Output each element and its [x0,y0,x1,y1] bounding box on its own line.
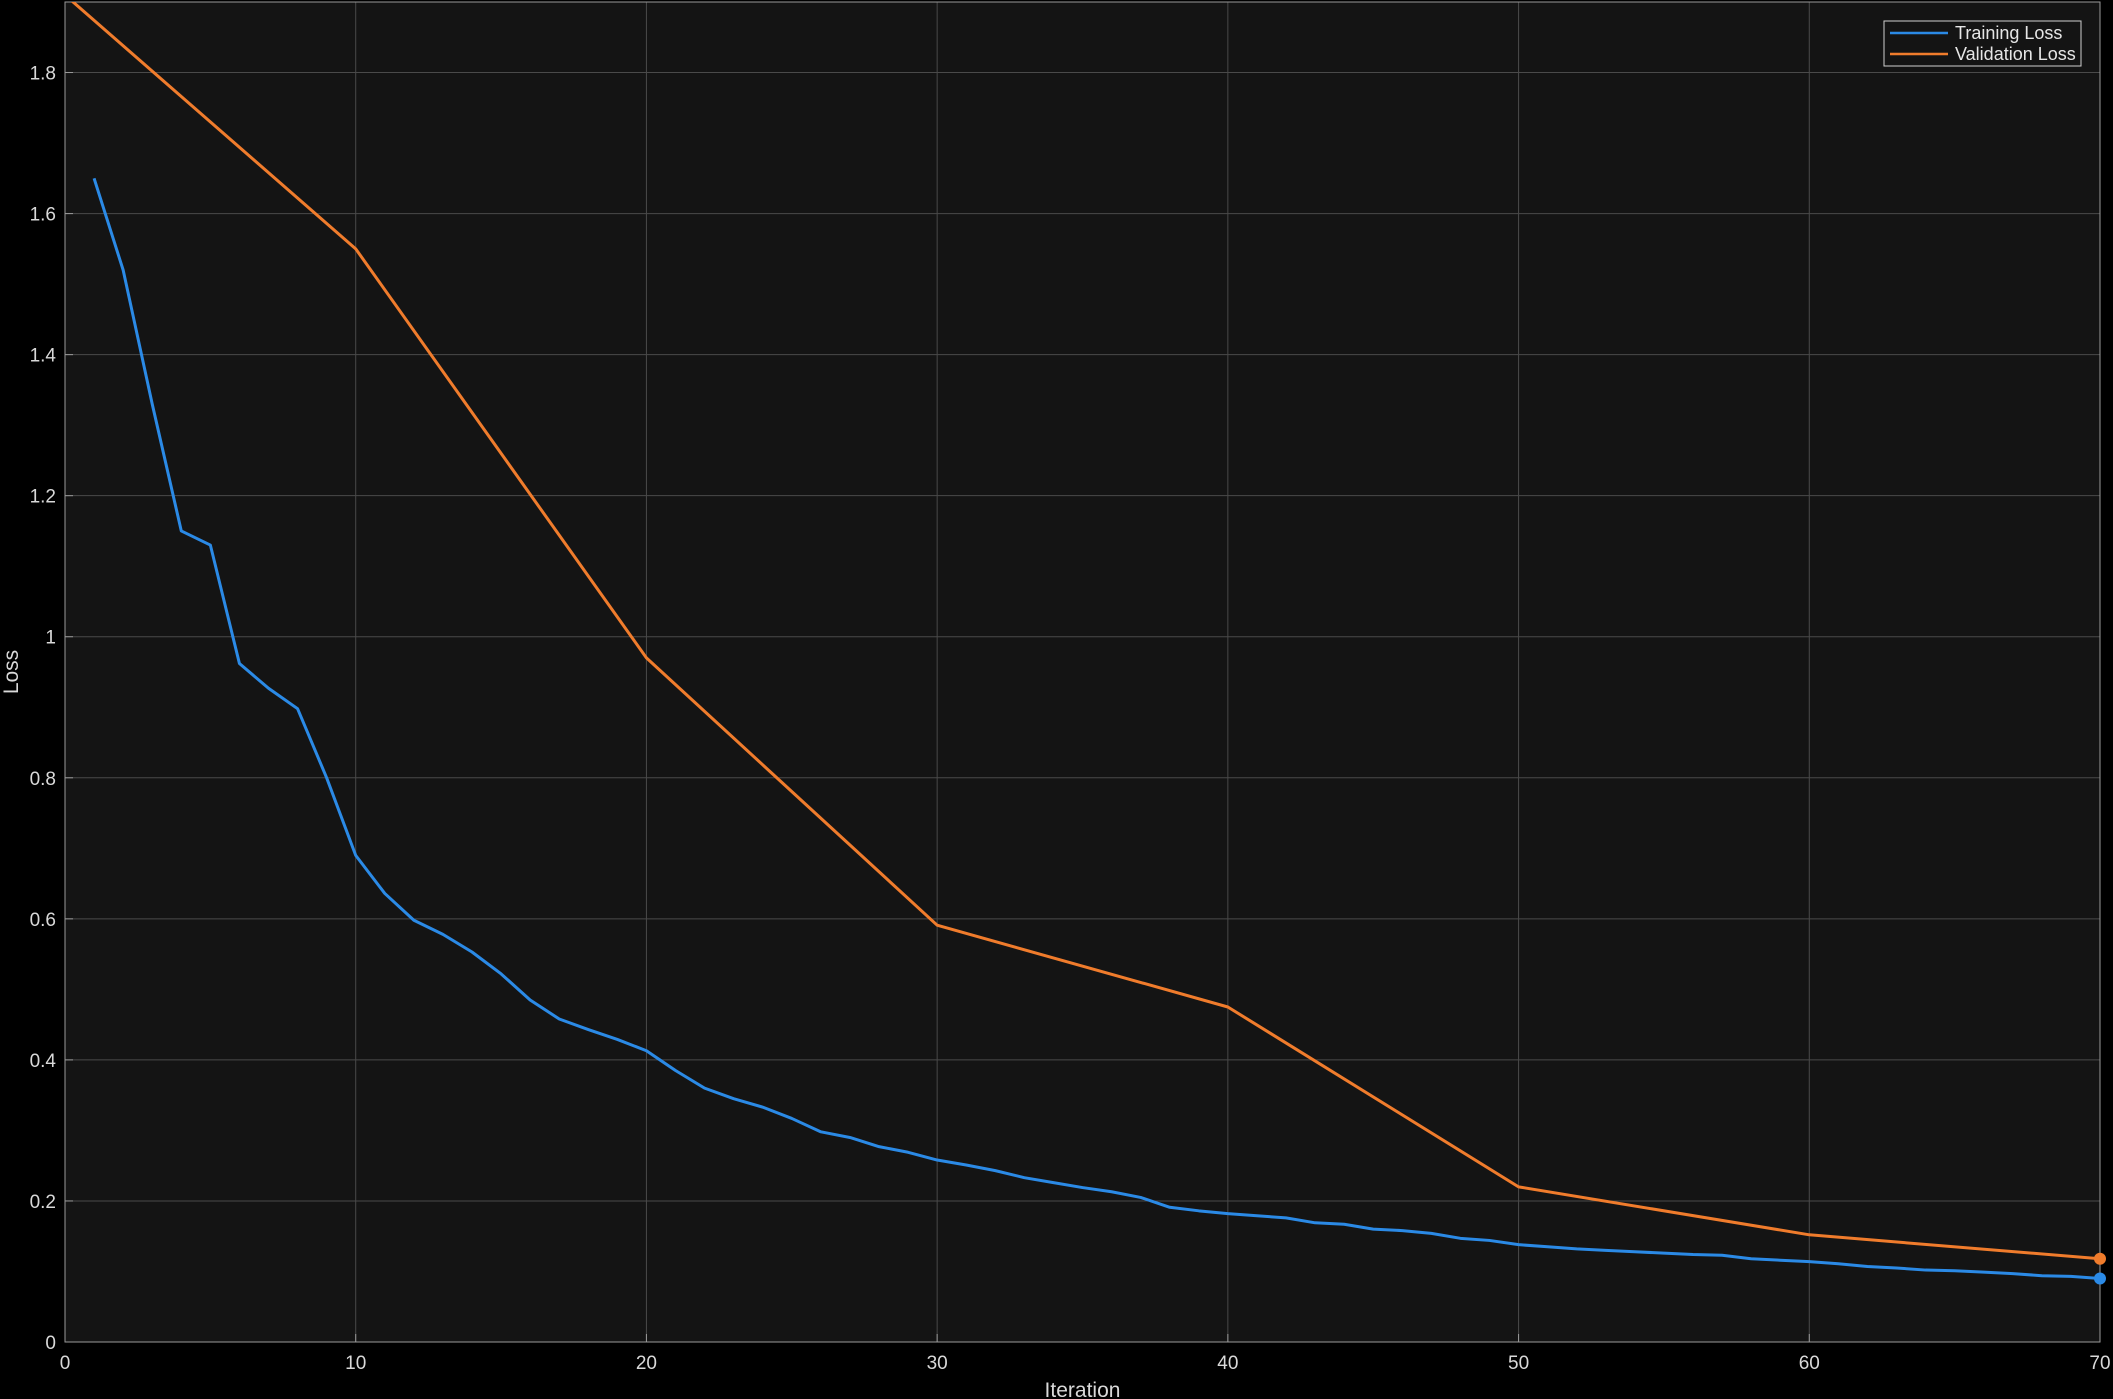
x-tick-label: 50 [1508,1353,1529,1374]
y-tick-label: 1.8 [30,64,56,85]
x-axis-label: Iteration [1045,1379,1121,1399]
series-end-marker-training-loss [2094,1272,2106,1285]
x-tick-label: 40 [1217,1353,1238,1374]
y-tick-label: 0.6 [30,910,56,931]
y-tick-label: 0.8 [30,769,56,790]
series-line-validation-loss [70,2,2100,1261]
series-layer [70,2,2106,1285]
plot-area [65,2,2100,1342]
x-axis-ticks: 0 10 20 30 40 50 60 70 [60,1334,2111,1374]
legend: Training Loss Validation Loss [1883,20,2082,67]
y-tick-label: 1.4 [30,346,57,367]
x-tick-label: 10 [345,1353,366,1374]
y-tick-label: 0.2 [30,1192,56,1213]
x-tick-label: 30 [927,1353,948,1374]
x-tick-label: 60 [1799,1353,1820,1374]
legend-box [1883,20,2082,67]
y-tick-label: 0 [45,1333,56,1354]
x-tick-label: 70 [2089,1353,2110,1374]
x-tick-label: 0 [60,1353,71,1374]
legend-label-validation-loss: Validation Loss [1955,44,2076,64]
legend-label-training-loss: Training Loss [1955,23,2062,43]
y-axis-ticks: 0 0.2 0.4 0.6 0.8 1 1.2 1.4 1.6 1.8 [30,64,73,1354]
series-end-marker-validation-loss [2094,1252,2106,1265]
y-tick-label: 0.4 [30,1051,57,1072]
y-tick-label: 1.2 [30,487,56,508]
plot-frame [64,1,2101,1343]
series-line-training-loss [92,177,2100,1281]
x-tick-label: 20 [636,1353,657,1374]
y-tick-label: 1 [45,628,56,649]
y-axis-label: Loss [0,650,23,694]
y-tick-label: 1.6 [30,205,56,226]
